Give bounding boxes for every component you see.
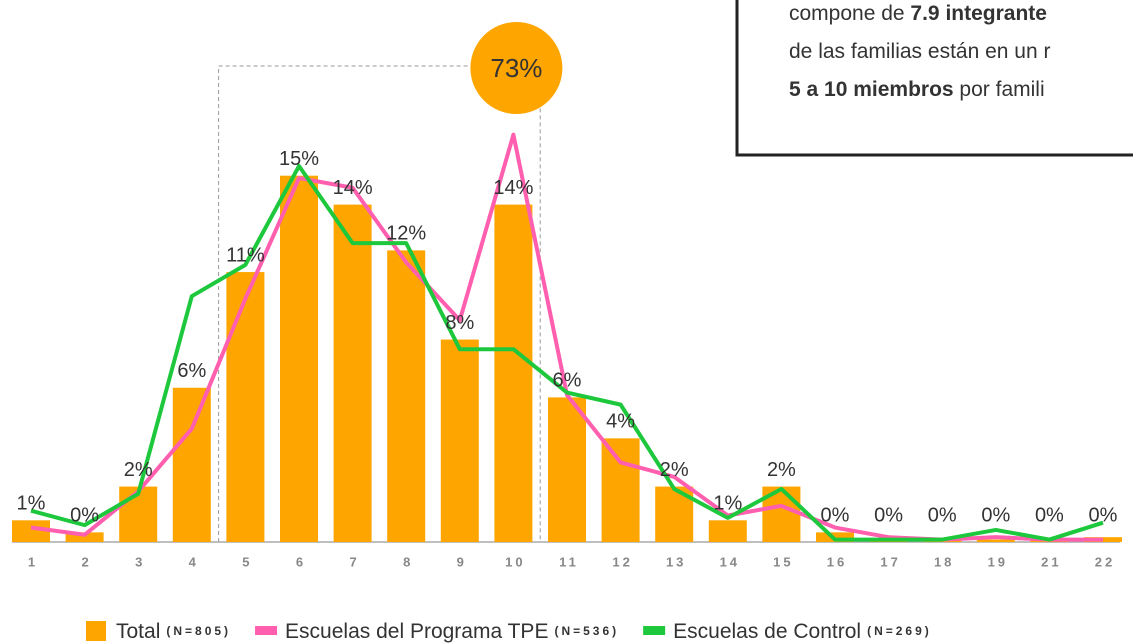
x-tick-label: 13 bbox=[666, 554, 686, 569]
bar bbox=[226, 272, 265, 542]
x-tick-label: 10 bbox=[505, 554, 525, 569]
x-tick-label: 5 bbox=[242, 554, 252, 569]
value-label: 0% bbox=[874, 504, 903, 526]
note-box bbox=[735, 0, 1133, 157]
value-label: 0% bbox=[821, 504, 850, 526]
bar bbox=[12, 520, 50, 542]
value-label: 8% bbox=[445, 312, 474, 334]
value-label: 1% bbox=[17, 493, 46, 515]
x-tick-label: 12 bbox=[612, 554, 632, 569]
bar bbox=[494, 204, 533, 542]
x-tick-label: 22 bbox=[1095, 554, 1115, 569]
bar bbox=[440, 339, 479, 542]
highlight-circle bbox=[470, 22, 563, 114]
value-label: 14% bbox=[333, 177, 373, 199]
value-label: 12% bbox=[386, 223, 426, 245]
legend-sample: (N=805) bbox=[166, 624, 231, 638]
legend-swatch bbox=[86, 621, 106, 641]
x-tick-label: 21 bbox=[1041, 554, 1061, 569]
x-tick-label: 16 bbox=[827, 554, 847, 569]
note-line: de las familias están en un r bbox=[789, 40, 1050, 63]
x-tick-label: 3 bbox=[135, 554, 145, 569]
x-tick-label: 11 bbox=[559, 554, 579, 569]
value-label: 0% bbox=[928, 504, 957, 526]
bar bbox=[65, 532, 104, 542]
x-tick-label: 9 bbox=[457, 554, 467, 569]
legend-label: Escuelas de Control (N=269) bbox=[673, 620, 932, 643]
value-label: 0% bbox=[70, 504, 99, 526]
bar bbox=[280, 175, 318, 542]
bar bbox=[387, 250, 426, 542]
legend-label: Escuelas del Programa TPE (N=536) bbox=[285, 620, 619, 643]
legend-sample: (N=269) bbox=[867, 624, 932, 638]
x-tick-label: 7 bbox=[349, 554, 359, 569]
value-label: 0% bbox=[1035, 504, 1064, 526]
x-tick-label: 8 bbox=[403, 554, 413, 569]
value-label: 6% bbox=[553, 370, 582, 392]
value-label: 4% bbox=[606, 411, 635, 433]
legend-name: Escuelas del Programa TPE bbox=[285, 620, 548, 643]
x-tick-label: 14 bbox=[720, 554, 740, 569]
bar bbox=[976, 539, 1015, 542]
note-segment: de las familias están en un r bbox=[789, 40, 1050, 63]
legend-label: Total (N=805) bbox=[116, 620, 231, 643]
value-label: 6% bbox=[177, 360, 206, 382]
value-label: 2% bbox=[660, 459, 689, 481]
legend-sample: (N=536) bbox=[554, 624, 619, 638]
x-tick-label: 4 bbox=[189, 554, 199, 569]
legend-swatch bbox=[255, 626, 278, 635]
note-segment: por famili bbox=[954, 78, 1045, 101]
bar bbox=[548, 397, 586, 542]
bar bbox=[333, 204, 372, 542]
value-label: 2% bbox=[767, 459, 796, 481]
highlight-bracket bbox=[218, 65, 541, 542]
legend-swatch bbox=[643, 626, 666, 635]
legend-name: Total bbox=[116, 620, 160, 643]
x-tick-label: 2 bbox=[81, 554, 91, 569]
note-line: compone de 7.9 integrante bbox=[789, 2, 1047, 25]
line bbox=[30, 164, 1104, 542]
value-label: 1% bbox=[713, 493, 742, 515]
highlight-label: 73% bbox=[490, 53, 542, 83]
legend-name: Escuelas de Control bbox=[673, 620, 861, 643]
bar bbox=[708, 520, 747, 542]
x-tick-label: 18 bbox=[934, 554, 954, 569]
note-segment: 7.9 integrante bbox=[910, 2, 1047, 25]
value-label: 11% bbox=[226, 244, 265, 266]
value-label: 14% bbox=[493, 177, 533, 199]
bar bbox=[172, 387, 211, 542]
x-tick-label: 6 bbox=[296, 554, 306, 569]
value-label: 0% bbox=[981, 504, 1010, 526]
note-line: 5 a 10 miembros por famili bbox=[789, 78, 1045, 101]
bar bbox=[601, 438, 640, 542]
x-tick-label: 1 bbox=[28, 554, 38, 569]
value-label: 15% bbox=[279, 148, 319, 170]
note-segment: 5 a 10 miembros bbox=[789, 78, 954, 101]
x-tick-label: 19 bbox=[988, 554, 1008, 569]
value-label: 2% bbox=[124, 459, 153, 481]
note-segment: compone de bbox=[789, 2, 910, 25]
x-tick-label: 17 bbox=[880, 554, 900, 569]
value-label: 0% bbox=[1089, 504, 1118, 526]
x-tick-label: 15 bbox=[773, 554, 793, 569]
